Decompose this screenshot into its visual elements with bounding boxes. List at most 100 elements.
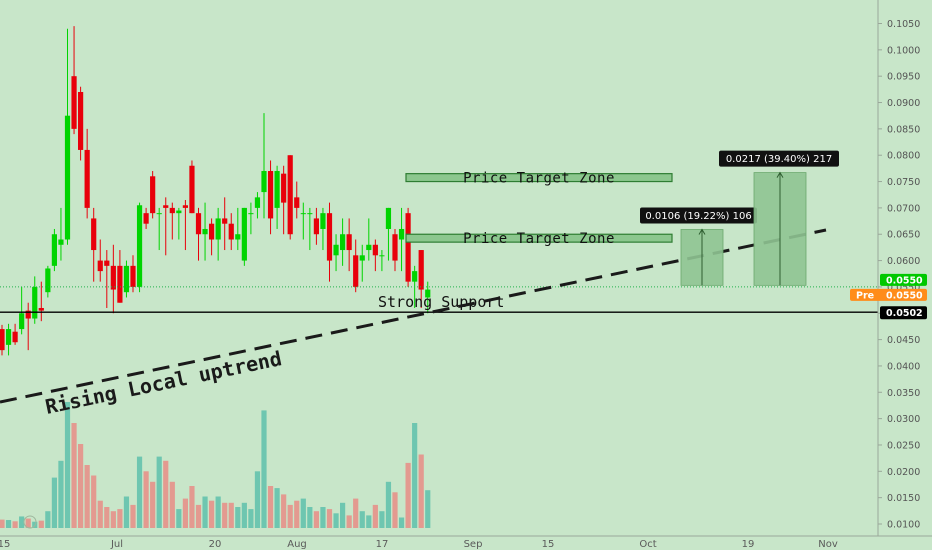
price-tick-label: 0.0600 — [887, 256, 920, 267]
candle-layer — [0, 26, 431, 356]
volume-bar — [78, 444, 84, 528]
support-price-tag — [880, 306, 927, 320]
time-tick-label: 19 — [742, 539, 755, 550]
measure-box: 0.0217 (39.40%) 217 — [719, 150, 839, 286]
time-tick-label: 15 — [0, 539, 10, 550]
time-tick-label: Aug — [287, 539, 307, 550]
volume-bar — [267, 486, 274, 528]
candle-body — [163, 205, 169, 208]
volume-bar — [0, 519, 5, 528]
volume-bar — [333, 513, 339, 528]
zone-box — [405, 173, 673, 183]
candle — [340, 218, 346, 266]
volume-bar — [326, 509, 333, 528]
measure-arrow-head — [776, 171, 784, 178]
candle-body — [366, 244, 372, 251]
volume-bar — [254, 471, 261, 528]
volume-bar — [300, 498, 306, 528]
candle-body — [228, 223, 234, 240]
candle — [333, 234, 339, 272]
candle — [300, 202, 306, 240]
volume-bar — [45, 511, 51, 528]
volume-bar — [5, 520, 12, 528]
measure-arrow-head — [698, 228, 706, 235]
measure-label-bg — [640, 207, 757, 224]
candle — [261, 113, 267, 219]
candle — [294, 181, 300, 219]
candle — [123, 260, 130, 298]
volume-bar — [156, 456, 162, 528]
time-tick-label: Oct — [639, 539, 656, 550]
zone-label: Price Target Zone — [463, 171, 615, 187]
candle-body — [176, 210, 182, 214]
candle — [91, 207, 97, 282]
candle-body — [150, 176, 156, 214]
candle-body — [182, 205, 188, 208]
candle-body — [353, 255, 359, 287]
candle-body — [320, 213, 326, 229]
volume-bar — [182, 498, 188, 528]
candle — [248, 202, 254, 235]
pre-market-label: Pre — [856, 290, 874, 301]
candle — [176, 207, 182, 240]
volume-bar — [307, 507, 313, 528]
candle-body — [281, 173, 287, 203]
volume-bar — [58, 460, 64, 528]
measure-label: 0.0217 (39.40%) 217 — [726, 154, 832, 165]
volume-bar — [12, 521, 18, 528]
price-tick-label: 0.0400 — [887, 361, 920, 372]
candle — [418, 250, 424, 308]
candle-body — [45, 268, 51, 293]
price-tick-label: 0.0750 — [887, 177, 920, 188]
candle-body — [64, 115, 71, 240]
candle — [189, 160, 195, 214]
candle-body — [392, 234, 398, 261]
candle — [182, 199, 188, 251]
measure-label-bg — [719, 150, 839, 167]
candle — [38, 281, 44, 322]
price-tick-label: 0.0650 — [887, 230, 920, 241]
candle — [156, 207, 162, 251]
volume-layer — [0, 402, 431, 528]
volume-bar — [202, 496, 208, 528]
candle — [0, 324, 5, 356]
price-tick-label: 0.0300 — [887, 414, 920, 425]
candle-body — [412, 271, 418, 282]
price-tick-label: 0.0950 — [887, 72, 920, 83]
candle-body — [84, 149, 90, 208]
candle-body — [143, 213, 149, 224]
candle-body — [5, 329, 12, 345]
candle — [12, 323, 18, 345]
candle — [241, 207, 247, 266]
candle — [195, 207, 202, 261]
candle-body — [38, 307, 44, 311]
candle — [235, 207, 241, 251]
candle-body — [58, 239, 64, 245]
price-tick-label: 0.0900 — [887, 98, 920, 109]
price-tick-label: 0.0150 — [887, 493, 920, 504]
price-tick-label: 0.0700 — [887, 203, 920, 214]
candle — [379, 250, 385, 272]
zone-box — [405, 233, 673, 243]
volume-bar — [392, 492, 398, 528]
volume-bar — [123, 496, 130, 528]
price-target-zone: Price Target Zone — [405, 231, 673, 247]
volume-bar — [189, 486, 195, 528]
candle — [392, 228, 398, 272]
volume-bar — [235, 507, 241, 528]
time-tick-label: Nov — [818, 539, 838, 550]
candle-body — [235, 234, 241, 240]
candle — [130, 255, 136, 293]
time-tick-label: 20 — [209, 539, 222, 550]
support-label: Strong Support — [378, 293, 504, 311]
volume-bar — [281, 494, 287, 528]
candle-body — [78, 91, 84, 150]
candle-body — [19, 313, 25, 330]
volume-bar — [241, 502, 247, 528]
candle — [398, 207, 405, 272]
candle-body — [222, 218, 228, 224]
volume-bar — [91, 475, 97, 528]
candle-body — [248, 213, 254, 215]
